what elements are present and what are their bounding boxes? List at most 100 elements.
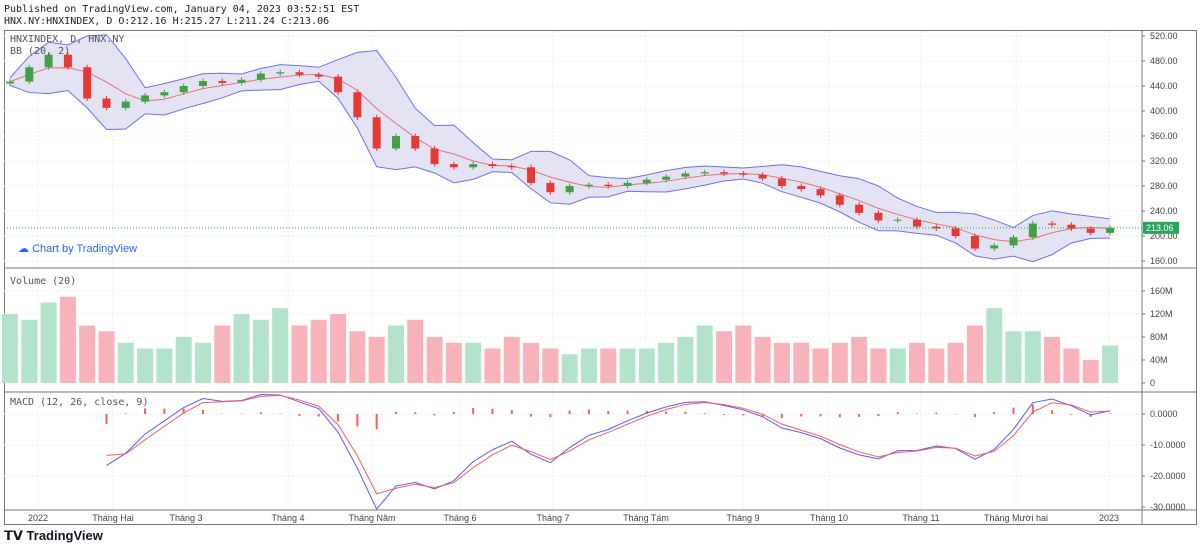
- volume-bar: [812, 348, 829, 383]
- symbol-legend: HNXINDEX, D, HNX.NY: [10, 34, 125, 45]
- candle: [835, 195, 844, 205]
- candle: [218, 81, 227, 83]
- time-tick-label: Tháng 3: [169, 513, 202, 523]
- volume-bar: [117, 342, 134, 383]
- candle: [1086, 228, 1095, 233]
- candle: [951, 228, 960, 236]
- price-tick-label: 480.00: [1150, 56, 1178, 66]
- volume-bar: [252, 319, 269, 383]
- candle: [758, 174, 767, 179]
- volume-bar: [1044, 337, 1061, 383]
- macd-tick-label: 0.0000: [1150, 409, 1178, 419]
- bb-upper-line: [9, 34, 1111, 229]
- candle: [1048, 223, 1057, 225]
- macd-line: [106, 394, 1111, 511]
- candle: [334, 76, 343, 93]
- time-tick-label: 2023: [1099, 513, 1119, 523]
- credit-text: Chart by TradingView: [32, 243, 138, 255]
- candle: [797, 186, 806, 190]
- candle: [1067, 224, 1076, 229]
- volume-bar: [79, 325, 96, 383]
- volume-bar: [831, 342, 848, 383]
- volume-bar: [600, 348, 617, 383]
- price-tick-label: 520.00: [1150, 31, 1178, 41]
- candle: [855, 204, 864, 213]
- published-text: Published on TradingView.com, January 04…: [4, 4, 360, 15]
- candle: [141, 95, 150, 102]
- candle: [469, 164, 478, 168]
- volume-bar: [947, 342, 964, 383]
- volume-bar: [619, 348, 636, 383]
- volume-bar: [272, 308, 289, 383]
- candle: [160, 92, 169, 96]
- tv-logo-icon: 𝗧𝗩: [4, 528, 27, 543]
- volume-bar: [2, 314, 18, 383]
- candle: [913, 219, 922, 227]
- macd-legend[interactable]: MACD (12, 26, close, 9): [10, 397, 149, 408]
- candle: [604, 184, 613, 186]
- volume-bar: [696, 325, 713, 383]
- macd-tick-label: -30.0000: [1150, 502, 1186, 512]
- volume-bar: [638, 348, 655, 383]
- volume-legend[interactable]: Volume (20): [10, 276, 77, 287]
- volume-bar: [735, 325, 752, 383]
- price-tick-label: 200.00: [1150, 231, 1178, 241]
- candle: [874, 212, 883, 221]
- candle: [179, 86, 188, 93]
- volume-bar: [542, 348, 559, 383]
- candle: [237, 79, 246, 83]
- volume-bar: [1063, 348, 1080, 383]
- volume-bar: [330, 314, 347, 383]
- tradingview-cloud-icon: ☁: [18, 243, 33, 255]
- volume-bar: [175, 337, 192, 383]
- candle: [720, 172, 729, 174]
- macd-tick-label: -20.0000: [1150, 471, 1186, 481]
- candle: [256, 73, 265, 80]
- candle: [527, 167, 536, 183]
- time-tick-label: Tháng Hai: [92, 513, 134, 523]
- last-price-badge: [1143, 221, 1179, 234]
- candle: [970, 236, 979, 249]
- volume-bar: [503, 337, 520, 383]
- candle: [198, 81, 207, 86]
- chart-by-tradingview-link[interactable]: ☁ Chart by TradingView: [18, 242, 137, 255]
- volume-bar: [870, 348, 887, 383]
- candle: [449, 164, 458, 168]
- candle: [739, 173, 748, 175]
- time-tick-label: Tháng 10: [810, 513, 848, 523]
- candle: [662, 176, 671, 180]
- volume-bar: [349, 331, 366, 383]
- volume-bar: [1024, 331, 1041, 383]
- candle: [63, 54, 72, 68]
- bb-legend[interactable]: BB (20, 2): [10, 46, 71, 57]
- time-tick-label: Tháng 7: [536, 513, 569, 523]
- candle: [102, 98, 111, 108]
- ohlc-readout: HNX.NY:HNXINDEX, D O:212.16 H:215.27 L:2…: [4, 16, 330, 27]
- bollinger-band-fill: [10, 34, 1110, 262]
- time-tick-label: Tháng 9: [726, 513, 759, 523]
- price-tick-label: 360.00: [1150, 131, 1178, 141]
- volume-bar: [387, 325, 404, 383]
- volume-bar: [928, 348, 945, 383]
- volume-bar: [889, 348, 906, 383]
- chart-frame[interactable]: [4, 30, 1197, 525]
- volume-tick-label: 0: [1150, 378, 1155, 388]
- volume-bar: [523, 342, 540, 383]
- time-tick-label: Tháng Tám: [623, 513, 669, 523]
- candle: [546, 182, 555, 193]
- volume-bar: [310, 319, 327, 383]
- volume-bar: [137, 348, 154, 383]
- candle: [6, 81, 14, 84]
- volume-bar: [426, 337, 443, 383]
- time-tick-label: Tháng 6: [443, 513, 476, 523]
- volume-bar: [851, 337, 868, 383]
- volume-tick-label: 40M: [1150, 355, 1168, 365]
- volume-bar: [986, 308, 1003, 383]
- volume-bar: [291, 325, 308, 383]
- tradingview-logo: 𝗧𝗩 TradingView: [4, 528, 103, 543]
- candle: [1028, 223, 1037, 238]
- volume-bar: [194, 342, 211, 383]
- volume-bar: [580, 348, 597, 383]
- price-tick-label: 400.00: [1150, 106, 1178, 116]
